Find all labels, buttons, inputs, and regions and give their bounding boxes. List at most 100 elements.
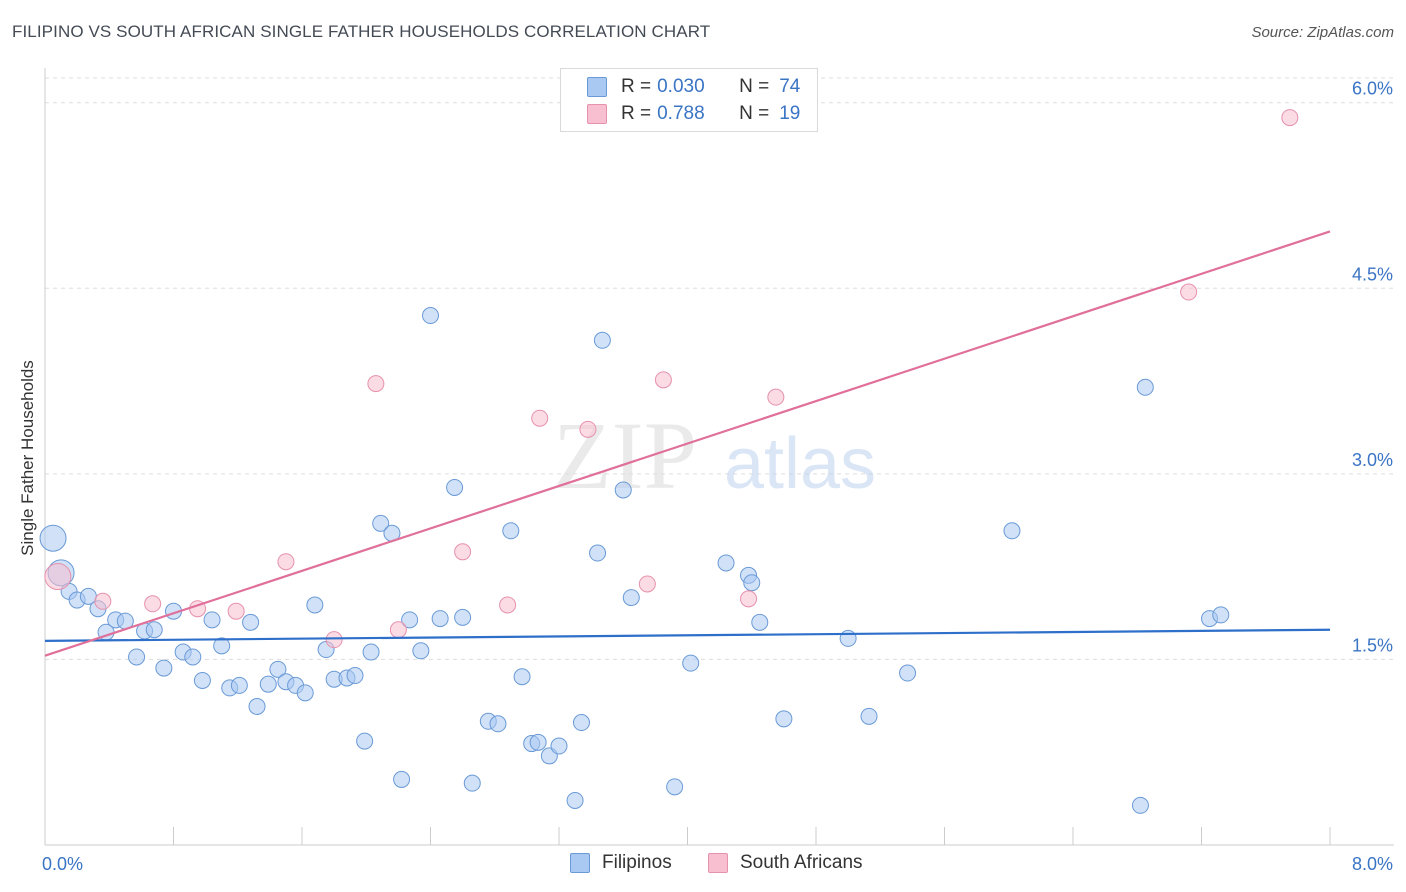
y-tick-label: 6.0%	[1352, 79, 1393, 99]
south-african-point	[638, 575, 656, 593]
filipino-point	[296, 684, 314, 702]
filipino-point	[412, 642, 430, 660]
filipino-point	[775, 710, 793, 728]
filipino-point	[513, 668, 531, 686]
filipino-point	[593, 331, 611, 349]
filipino-point	[401, 611, 419, 629]
filipino-point	[372, 514, 390, 532]
filipino-point	[193, 671, 211, 689]
filipino-point	[1136, 378, 1154, 396]
filipino-point	[550, 737, 568, 755]
filipino-point	[259, 675, 277, 693]
legend-r-value: 0.788	[657, 103, 705, 124]
chart-title: FILIPINO VS SOUTH AFRICAN SINGLE FATHER …	[12, 22, 711, 41]
correlation-legend: R = 0.030 N = 74 R = 0.788 N = 19	[560, 68, 818, 132]
south-african-point	[1281, 109, 1299, 127]
trendlines	[44, 230, 1331, 657]
legend-row-filipinos: R = 0.030 N = 74	[587, 75, 800, 99]
south-african-point	[579, 420, 597, 438]
tick-labels: Single Father Households 0.0% 8.0% 1.5% 3…	[18, 79, 1393, 874]
legend-n-value: 74	[779, 76, 801, 97]
south-african-point	[531, 409, 549, 427]
filipino-point	[431, 610, 449, 628]
filipino-point	[899, 664, 917, 682]
legend-row-south-africans: R = 0.788 N = 19	[587, 102, 800, 126]
filipino-point	[230, 676, 248, 694]
y-tick-label: 3.0%	[1352, 450, 1393, 470]
filipino-point	[1131, 796, 1149, 814]
south-african-point	[94, 592, 112, 610]
filipino-point	[743, 574, 761, 592]
x-tick-label-right: 8.0%	[1352, 854, 1393, 874]
legend-r-label: R =	[621, 76, 652, 97]
south-african-point	[277, 553, 295, 571]
legend-n-value: 19	[779, 103, 801, 124]
south-african-point	[367, 375, 385, 393]
south-african-trendline	[44, 230, 1331, 657]
south-african-point	[325, 631, 343, 649]
filipino-point	[356, 732, 374, 750]
filipino-point	[622, 589, 640, 607]
filipino-point	[682, 654, 700, 672]
filipino-point	[213, 637, 231, 655]
axes	[44, 68, 1394, 846]
y-axis-title: Single Father Households	[18, 360, 37, 556]
filipino-point	[589, 544, 607, 562]
y-tick-label: 1.5%	[1352, 635, 1393, 655]
filipino-point	[248, 697, 266, 715]
filipino-point	[269, 660, 287, 678]
legend-swatch-filipinos	[587, 77, 607, 97]
filipino-point	[184, 648, 202, 666]
filipino-point	[566, 791, 584, 809]
legend-r-value: 0.030	[657, 76, 705, 97]
south-african-point	[144, 595, 162, 613]
y-tick-label: 4.5%	[1352, 264, 1393, 284]
watermark-atlas: atlas	[724, 424, 876, 504]
series-legend: Filipinos South Africans	[0, 852, 1406, 876]
filipino-point	[666, 778, 684, 796]
south-african-point	[740, 590, 758, 608]
filipino-point	[422, 307, 439, 325]
filipino-point	[155, 659, 173, 677]
legend-swatch-south-africans	[587, 104, 607, 124]
filipino-point	[203, 611, 221, 629]
legend-n-label: N =	[739, 103, 770, 124]
x-tick-label-left: 0.0%	[42, 854, 83, 874]
legend-item-south-africans: South Africans	[708, 852, 863, 874]
filipino-point	[489, 715, 507, 733]
legend-label-filipinos: Filipinos	[602, 852, 672, 873]
legend-swatch-filipinos	[570, 853, 590, 873]
watermark: ZIP atlas	[553, 402, 876, 509]
filipino-point	[502, 522, 520, 540]
south-african-point	[499, 596, 517, 614]
filipino-point	[529, 733, 547, 751]
filipino-point	[463, 774, 481, 792]
filipino-point	[751, 613, 769, 631]
filipino-point	[1003, 522, 1021, 540]
legend-label-south-africans: South Africans	[740, 852, 863, 873]
south-african-point	[389, 621, 407, 639]
south-african-point	[767, 388, 785, 406]
south-african-point	[227, 602, 245, 620]
filipino-point	[145, 621, 163, 639]
south-african-point	[44, 563, 72, 591]
south-african-point	[1180, 283, 1198, 301]
filipino-point	[306, 596, 324, 614]
legend-swatch-south-africans	[708, 853, 728, 873]
filipino-point	[446, 478, 464, 496]
filipino-point	[860, 707, 878, 725]
filipino-point	[454, 608, 472, 626]
filipino-trendline	[44, 628, 1331, 642]
source-credit: Source: ZipAtlas.com	[1251, 24, 1394, 41]
legend-item-filipinos: Filipinos	[570, 852, 672, 874]
filipino-point	[242, 613, 260, 631]
filipino-point	[393, 770, 411, 788]
legend-r-label: R =	[621, 103, 652, 124]
south-african-point	[654, 371, 672, 389]
filipino-point	[362, 643, 380, 661]
filipino-point	[39, 524, 67, 552]
filipino-point	[128, 648, 146, 666]
filipino-point	[346, 667, 364, 685]
gridlines	[45, 77, 1394, 660]
